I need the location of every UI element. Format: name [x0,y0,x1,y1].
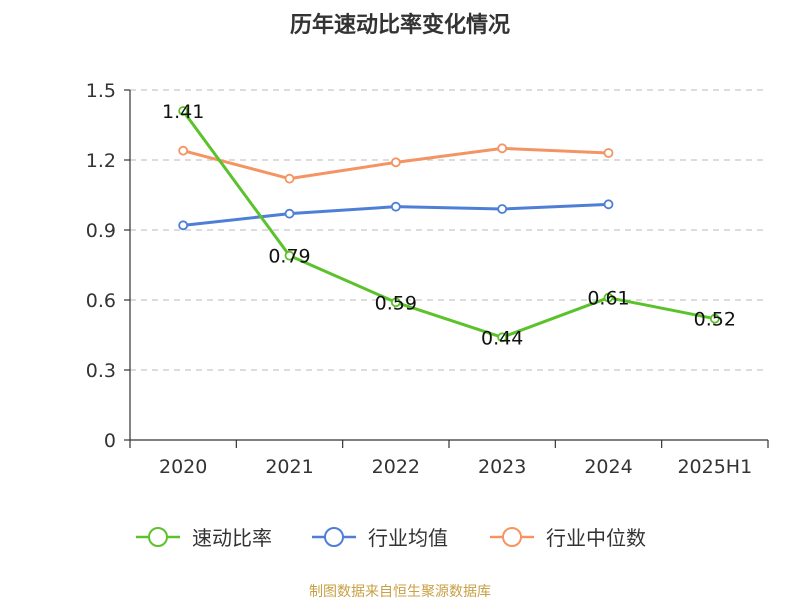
data-point [390,157,401,168]
legend-marker [502,527,522,547]
grid [130,89,768,371]
data-point [603,292,614,303]
legend-item-2[interactable]: 行业中位数 [490,526,646,550]
x-tick-label: 2025H1 [677,456,752,478]
data-point [497,332,508,343]
x-tick-label: 2022 [372,456,420,478]
chart-title: 历年速动比率变化情况 [290,12,510,38]
data-label: 0.59 [375,292,417,314]
axes: 0 0.3 0.6 0.9 1.2 1.5 2020 2021 2022 2023 2024 2025… [86,80,769,478]
y-tick-label: 0.6 [86,290,116,312]
legend-marker [148,527,168,547]
legend-item-0[interactable]: 速动比率 [136,526,272,550]
x-tick-label: 2023 [478,456,526,478]
data-point [178,220,189,231]
data-point [390,297,401,308]
legend-label: 速动比率 [192,526,272,550]
source-note: 制图数据来自恒生聚源数据库 [309,584,491,600]
legend-label: 行业均值 [368,526,448,550]
data-point [709,313,720,324]
x-tick-label: 2021 [265,456,313,478]
data-point [284,208,295,219]
legend-item-1[interactable]: 行业均值 [312,526,448,550]
data-point [603,199,614,210]
y-tick-label: 1.2 [86,150,116,172]
data-point [178,106,189,116]
legend-label: 行业中位数 [546,526,646,550]
x-tick-label: 2024 [584,456,632,478]
y-tick-label: 0 [104,430,116,452]
data-point [497,204,508,214]
data-labels: 1.41 0.79 0.59 0.44 0.61 0.52 [162,101,736,349]
legend-marker [324,527,344,547]
y-tick-label: 1.5 [86,80,116,102]
data-label: 0.61 [587,288,629,310]
data-label: 1.41 [162,101,204,123]
data-label: 0.52 [694,309,736,331]
series-layer [178,106,720,343]
legend: 速动比率 行业均值 行业中位数 [136,526,646,550]
x-tick-label: 2020 [159,456,207,478]
data-point [390,201,401,212]
data-point [284,173,295,184]
data-label: 0.44 [481,327,523,349]
data-point [178,145,189,156]
data-point [284,250,295,261]
y-tick-label: 0.9 [86,220,116,242]
data-label: 0.79 [268,246,310,268]
data-point [497,143,508,154]
series-line-0 [181,110,716,339]
y-tick-label: 0.3 [86,360,116,382]
data-point [603,148,614,158]
